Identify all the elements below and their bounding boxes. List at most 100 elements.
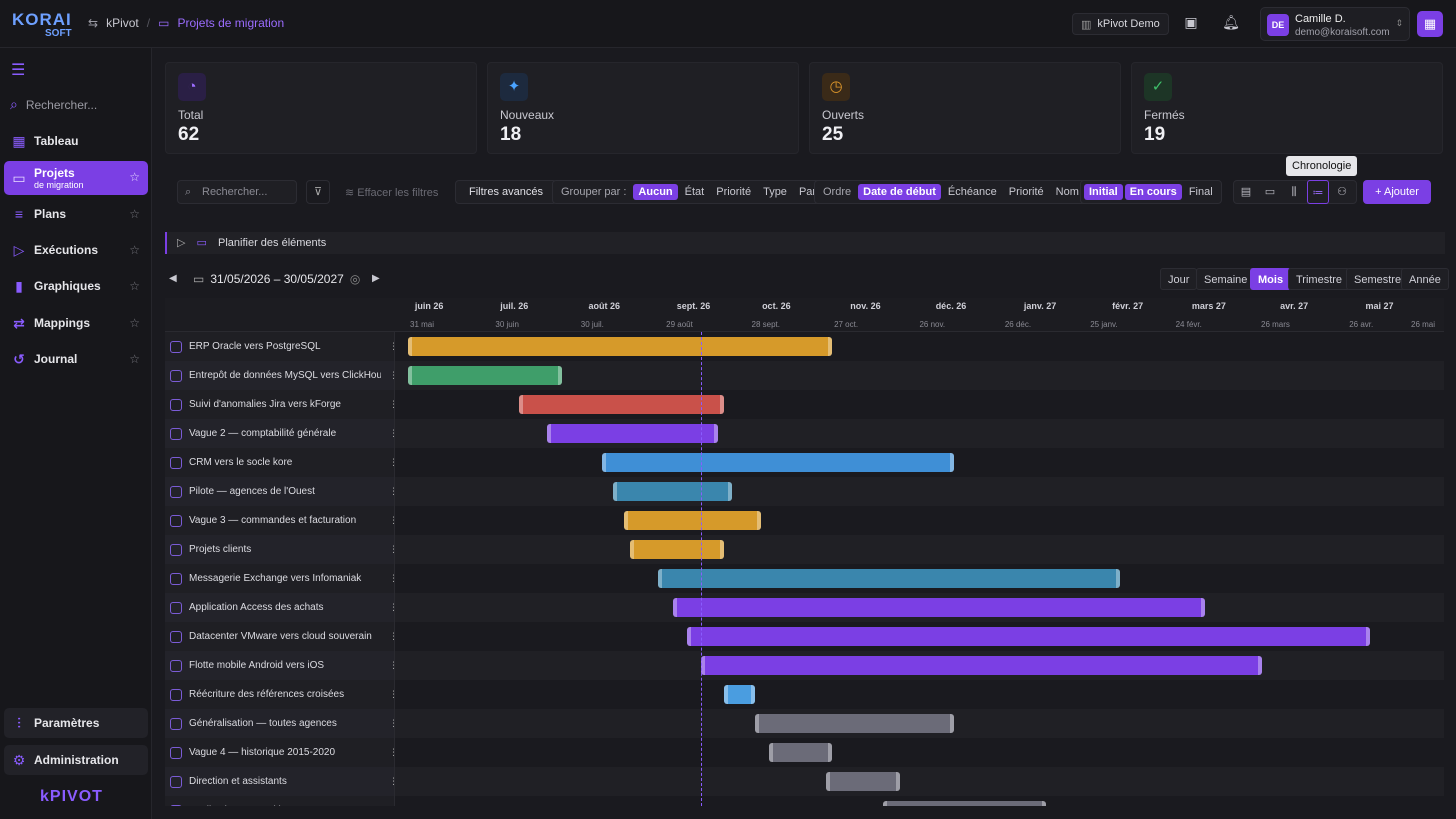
calendar-icon[interactable]: ▦ (1417, 11, 1443, 37)
gantt-bar[interactable] (686, 627, 1370, 646)
kebab-menu-icon[interactable]: ⋮ (389, 631, 394, 642)
zoom-annee[interactable]: Année (1401, 268, 1449, 290)
table-row[interactable]: Généralisation — toutes agences ⋮ (165, 709, 1444, 738)
kebab-menu-icon[interactable]: ⋮ (389, 660, 394, 671)
zoom-trimestre[interactable]: Trimestre (1288, 268, 1351, 290)
user-menu[interactable]: DE Camille D. demo@koraisoft.com ⇕ (1260, 7, 1410, 41)
row-checkbox[interactable] (170, 572, 182, 585)
table-row[interactable]: Flotte mobile Android vers iOS ⋮ (165, 651, 1444, 680)
table-row[interactable]: Suivi d'anomalies Jira vers kForge ⋮ (165, 390, 1444, 419)
breadcrumb-current[interactable]: Projets de migration (177, 16, 285, 30)
bell-icon[interactable]: 🔔︎ (1222, 14, 1240, 30)
row-checkbox[interactable] (170, 601, 182, 614)
admin-button[interactable]: ⚙ Administration (4, 745, 148, 775)
date-range[interactable]: ▭ 31/05/2026 – 30/05/2027 ◎ (193, 268, 360, 290)
group-option-etat[interactable]: État (684, 186, 705, 198)
table-row[interactable]: Entrepôt de données MySQL vers ClickHous… (165, 361, 1444, 390)
row-checkbox[interactable] (170, 630, 182, 643)
row-checkbox[interactable] (170, 485, 182, 498)
table-row[interactable]: Application Access des achats ⋮ (165, 593, 1444, 622)
sidebar-search[interactable]: ⌕ Rechercher... (10, 96, 97, 113)
filter-icon[interactable]: ⊽ (306, 180, 330, 204)
table-row[interactable]: Vague 4 — historique 2015-2020 ⋮ (165, 738, 1444, 767)
row-checkbox[interactable] (170, 659, 182, 672)
inbox-icon[interactable]: ▣ (1184, 14, 1198, 30)
gantt-bar[interactable] (408, 337, 833, 356)
sidebar-item-executions[interactable]: ▷ Exécutions ☆ (4, 234, 148, 266)
gantt-bar[interactable] (755, 714, 955, 733)
add-button[interactable]: + Ajouter (1363, 180, 1431, 204)
zoom-mois[interactable]: Mois (1250, 268, 1292, 290)
row-checkbox[interactable] (170, 427, 182, 440)
sidebar-item-graphiques[interactable]: ▮ Graphiques ☆ (4, 270, 148, 302)
kebab-menu-icon[interactable]: ⋮ (389, 399, 394, 410)
plan-items-row[interactable]: ▷ ▭ Planifier des éléments (165, 232, 1445, 254)
star-icon[interactable]: ☆ (129, 170, 140, 184)
row-checkbox[interactable] (170, 369, 182, 382)
state-option-en-cours[interactable]: En cours (1124, 184, 1182, 200)
group-option-priorite[interactable]: Priorité (716, 186, 752, 198)
row-checkbox[interactable] (170, 514, 182, 527)
gantt-bar[interactable] (624, 511, 761, 530)
company-logo[interactable]: KORAI SOFT (12, 11, 72, 39)
state-option-final[interactable]: Final (1188, 186, 1213, 198)
kanban-view-icon[interactable]: ⫼ (1291, 186, 1297, 198)
kebab-menu-icon[interactable]: ⋮ (389, 428, 394, 439)
zoom-jour[interactable]: Jour (1160, 268, 1198, 290)
table-row[interactable]: Direction et assistants ⋮ (165, 767, 1444, 796)
row-checkbox[interactable] (170, 456, 182, 469)
kebab-menu-icon[interactable]: ⋮ (389, 718, 394, 729)
table-row[interactable]: Réécriture des références croisées ⋮ (165, 680, 1444, 709)
order-option-priority[interactable]: Priorité (1008, 186, 1044, 198)
clear-filters-button[interactable]: ≋ Effacer les filtres (345, 180, 438, 206)
star-icon[interactable]: ☆ (129, 352, 140, 366)
kebab-menu-icon[interactable]: ⋮ (389, 776, 394, 787)
gantt-bar[interactable] (408, 366, 562, 385)
gantt-bar[interactable] (658, 569, 1120, 588)
gantt-bar[interactable] (826, 772, 901, 791)
gantt-bar[interactable] (630, 540, 724, 559)
state-option-initial[interactable]: Initial (1084, 184, 1123, 200)
table-row[interactable]: Datacenter VMware vers cloud souverain ⋮ (165, 622, 1444, 651)
advanced-filters-button[interactable]: Filtres avancés (455, 180, 557, 204)
table-row[interactable]: Projets clients ⋮ (165, 535, 1444, 564)
table-view-icon[interactable]: ▤ (1240, 186, 1252, 198)
card-view-icon[interactable]: ▭ (1264, 186, 1276, 198)
table-row[interactable]: Vague 3 — commandes et facturation ⋮ (165, 506, 1444, 535)
gantt-bar[interactable] (672, 598, 1205, 617)
sidebar-item-tableau[interactable]: ▦ Tableau (4, 125, 148, 157)
table-row[interactable]: Messagerie Exchange vers Infomaniak ⋮ (165, 564, 1444, 593)
kebab-menu-icon[interactable]: ⋮ (389, 486, 394, 497)
gantt-bar[interactable] (701, 656, 1262, 675)
row-checkbox[interactable] (170, 688, 182, 701)
search-input[interactable]: ⌕ Rechercher... (177, 180, 297, 204)
gantt-bar[interactable] (883, 801, 1046, 806)
group-option-type[interactable]: Type (763, 186, 787, 198)
row-checkbox[interactable] (170, 340, 182, 353)
kebab-menu-icon[interactable]: ⋮ (389, 747, 394, 758)
table-row[interactable]: Applications non critiques ⋮ (165, 796, 1444, 806)
kebab-menu-icon[interactable]: ⋮ (389, 515, 394, 526)
row-checkbox[interactable] (170, 543, 182, 556)
kebab-menu-icon[interactable]: ⋮ (389, 544, 394, 555)
star-icon[interactable]: ☆ (129, 243, 140, 257)
sidebar-item-projets[interactable]: ▭ Projets de migration ☆ (4, 161, 148, 195)
zoom-semestre[interactable]: Semestre (1346, 268, 1410, 290)
row-checkbox[interactable] (170, 717, 182, 730)
gantt-bar[interactable] (519, 395, 724, 414)
workspace-button[interactable]: ▥ kPivot Demo (1072, 13, 1169, 35)
reset-icon[interactable]: ◎ (349, 272, 361, 286)
breadcrumb-root[interactable]: kPivot (106, 16, 139, 30)
timeline-view-icon[interactable]: ≔ (1307, 180, 1329, 204)
gantt-bar[interactable] (612, 482, 733, 501)
kebab-menu-icon[interactable]: ⋮ (389, 689, 394, 700)
menu-icon[interactable]: ☰ (11, 62, 26, 79)
kebab-menu-icon[interactable]: ⋮ (389, 341, 394, 352)
kebab-menu-icon[interactable]: ⋮ (389, 602, 394, 613)
settings-button[interactable]: ⫶ Paramètres (4, 708, 148, 738)
order-option-start[interactable]: Date de début (858, 184, 941, 200)
sidebar-item-mappings[interactable]: ⇄ Mappings ☆ (4, 307, 148, 339)
row-checkbox[interactable] (170, 746, 182, 759)
kebab-menu-icon[interactable]: ⋮ (389, 370, 394, 381)
row-checkbox[interactable] (170, 804, 182, 806)
